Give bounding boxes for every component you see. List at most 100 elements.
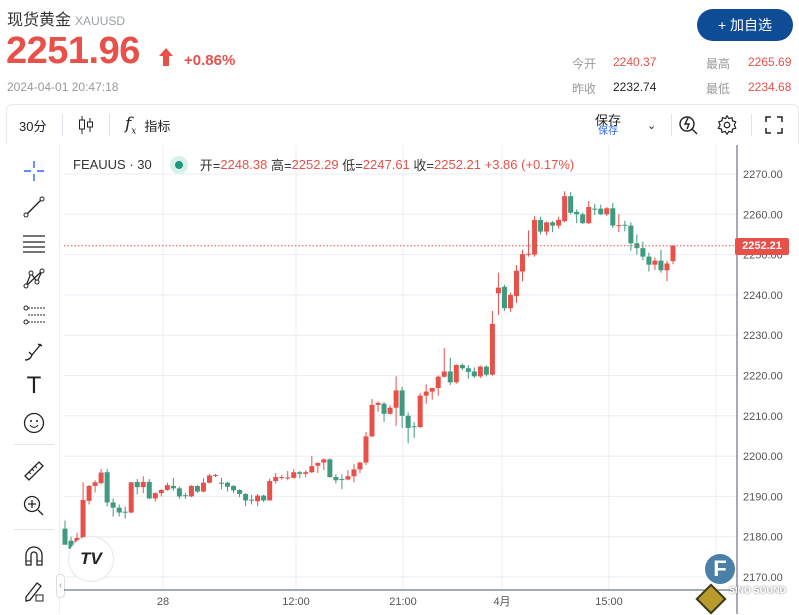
candle [333, 474, 339, 484]
candle-body [351, 469, 357, 477]
candle [453, 364, 459, 384]
candle-body [170, 485, 176, 489]
candle [670, 245, 676, 265]
candle [345, 470, 351, 481]
legend-change: +3.86 (+0.17%) [484, 157, 575, 172]
candle [297, 471, 303, 479]
current-price-tag: 2252.21 [735, 237, 789, 255]
candle-type-button[interactable] [77, 105, 95, 145]
candle-body [110, 502, 116, 508]
candle [134, 479, 140, 495]
candle-body [501, 286, 507, 309]
candle [62, 520, 68, 545]
candle-body [411, 426, 417, 428]
candle-body [176, 488, 182, 497]
magnet-icon[interactable] [23, 545, 45, 567]
crosshair-icon[interactable] [23, 160, 45, 182]
candle-body [249, 499, 255, 501]
emoji-icon[interactable] [23, 412, 45, 434]
pattern-icon[interactable] [23, 268, 45, 290]
timestamp: 2024-04-01 20:47:18 [7, 80, 119, 94]
save-button[interactable]: 保存 保存 [595, 105, 621, 145]
text-icon[interactable]: T [27, 374, 41, 399]
trend-line-icon[interactable] [23, 196, 45, 218]
candle [513, 265, 519, 303]
candle-body [670, 245, 676, 262]
brush-icon[interactable] [23, 340, 45, 362]
y-tick-label: 2170.00 [743, 572, 783, 584]
candle [182, 492, 188, 499]
candle [532, 215, 538, 257]
candle [417, 393, 423, 428]
interval-selector[interactable]: 30分 [19, 118, 47, 134]
candle-body [375, 402, 381, 405]
instrument-title: 现货黄金 XAUUSD [7, 6, 125, 30]
candle [393, 376, 399, 426]
lightning-search-icon [679, 116, 698, 135]
candle-body [568, 196, 574, 213]
stat-high-value: 2265.69 [748, 55, 792, 69]
candle-body [429, 387, 435, 392]
candle [592, 203, 598, 216]
candle-body [369, 404, 375, 437]
tradingview-logo[interactable]: TV [68, 536, 114, 582]
candle [363, 431, 369, 465]
settings-button[interactable] [716, 105, 738, 145]
quick-search-button[interactable] [678, 105, 700, 145]
candle [616, 214, 622, 233]
candle [351, 464, 357, 483]
candle-body [98, 472, 104, 484]
collapse-toolbar-button[interactable]: ‹ [56, 574, 65, 598]
candle-body [291, 472, 297, 478]
candle-body [315, 462, 321, 466]
candle-body [345, 476, 351, 480]
candle [200, 478, 206, 493]
candle [489, 311, 495, 376]
candle [152, 492, 158, 502]
candle [483, 365, 489, 377]
candle-body [465, 368, 471, 372]
candle-body [598, 208, 604, 215]
candle [604, 207, 610, 216]
add-to-watchlist-button[interactable]: + 加自选 [697, 9, 793, 41]
legend-high: 2252.29 [291, 157, 339, 172]
candle [267, 478, 273, 501]
legend-low-label: 低= [342, 158, 363, 173]
indicators-label: 指标 [144, 118, 171, 134]
ruler-icon[interactable] [23, 460, 45, 482]
horizontal-lines-icon[interactable] [23, 232, 45, 254]
candle-body [441, 371, 447, 377]
candle-body [309, 466, 315, 473]
stat-prevclose-label: 昨收 [572, 82, 597, 96]
candle-body [231, 485, 237, 491]
candle [116, 504, 122, 517]
save-dropdown-chevron-icon[interactable]: ⌄ [647, 119, 657, 132]
fullscreen-button[interactable] [764, 105, 784, 145]
x-tick-label: 4月 [493, 596, 510, 608]
candle [339, 474, 345, 490]
candle [580, 212, 586, 224]
candle [471, 367, 477, 378]
indicators-button[interactable]: fx 指标 [125, 105, 170, 145]
candle-body [495, 287, 501, 294]
lock-drawing-icon[interactable] [23, 580, 45, 602]
candle-body [447, 371, 453, 383]
candle [610, 203, 616, 229]
candle-body [363, 436, 369, 463]
zoom-in-icon[interactable] [23, 495, 45, 517]
candle-body [237, 489, 243, 494]
candle [538, 216, 544, 235]
candle [219, 477, 225, 490]
fib-lines-icon[interactable] [23, 304, 45, 326]
candle [375, 401, 381, 412]
instrument-symbol: XAUUSD [75, 14, 126, 28]
candle [164, 482, 170, 491]
candle-body [357, 462, 363, 470]
candle-body [104, 472, 110, 503]
y-tick-label: 2240.00 [743, 290, 783, 302]
candle-body [146, 481, 152, 499]
watermark-f-logo: F [705, 554, 735, 584]
candle [243, 493, 249, 507]
candle [423, 384, 429, 404]
